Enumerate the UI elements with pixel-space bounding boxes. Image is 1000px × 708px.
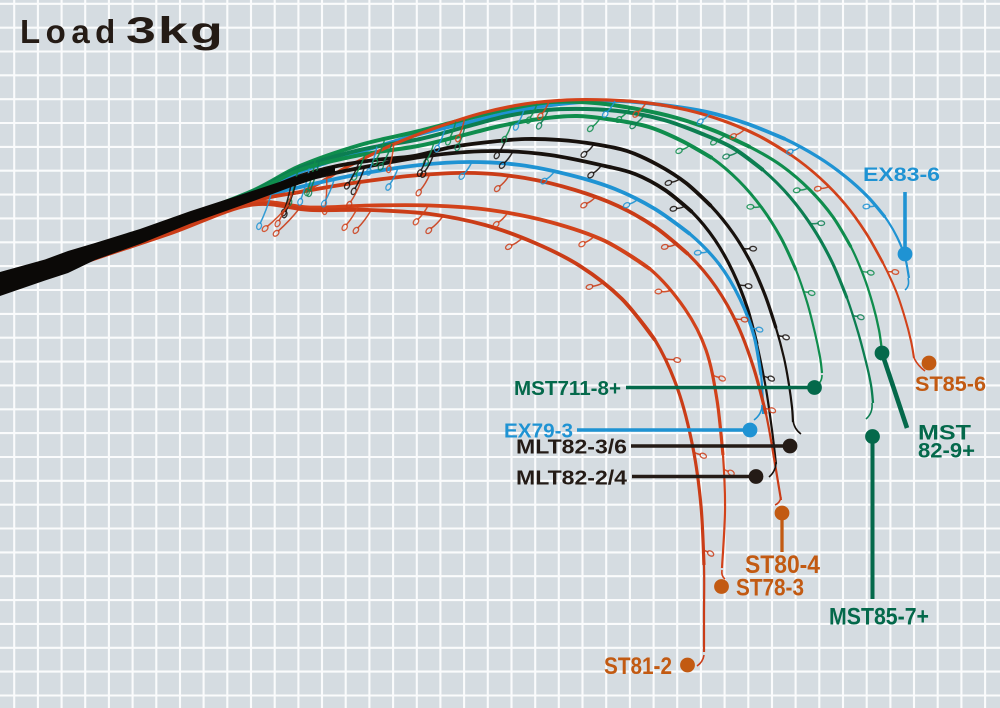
svg-text:MLT82-3/6: MLT82-3/6: [516, 437, 627, 459]
svg-text:MST711-8+: MST711-8+: [514, 378, 621, 400]
svg-text:EX79-3: EX79-3: [504, 421, 573, 443]
svg-text:MST: MST: [918, 421, 971, 445]
svg-text:ST85-6: ST85-6: [915, 373, 986, 396]
svg-text:ST78-3: ST78-3: [736, 575, 804, 602]
svg-text:MLT82-2/4: MLT82-2/4: [516, 468, 628, 490]
svg-text:EX83-6: EX83-6: [863, 165, 940, 186]
svg-text:MST85-7+: MST85-7+: [829, 604, 929, 631]
svg-text:82-9+: 82-9+: [918, 439, 975, 463]
svg-text:ST81-2: ST81-2: [604, 653, 672, 680]
svg-text:ST80-4: ST80-4: [745, 551, 820, 579]
